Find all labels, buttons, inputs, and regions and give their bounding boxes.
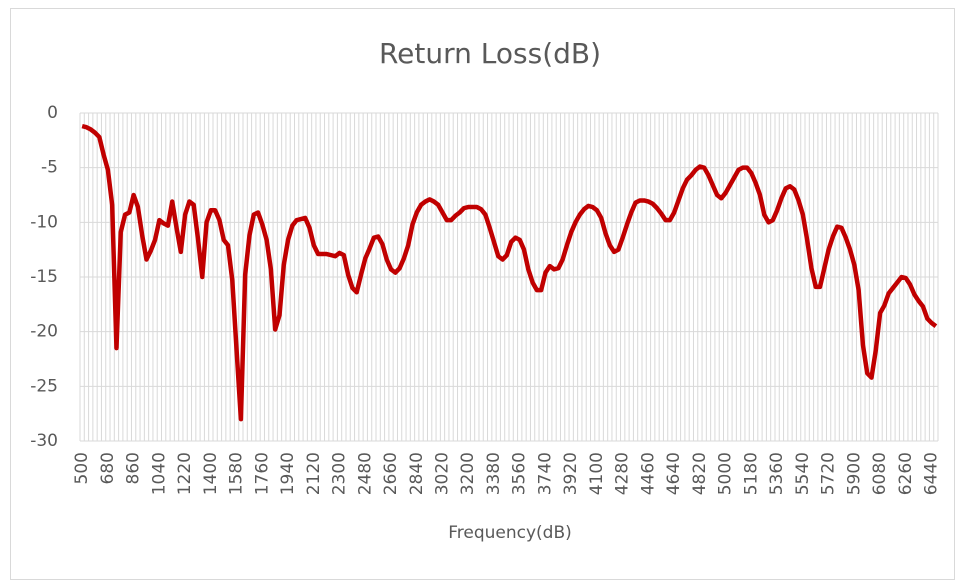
- x-tick-label: 1580: [227, 452, 247, 495]
- x-tick-label: 2840: [407, 452, 427, 495]
- x-tick-label: 6260: [896, 452, 916, 495]
- x-tick-label: 5540: [793, 452, 813, 495]
- x-tick-label: 6080: [870, 452, 890, 495]
- x-tick-label: 2300: [330, 452, 350, 495]
- x-tick-label: 2480: [355, 452, 375, 495]
- y-tick-label: -30: [30, 431, 58, 451]
- x-tick-label: 2120: [304, 452, 324, 495]
- x-tick-label: 4460: [638, 452, 658, 495]
- x-tick-label: 4100: [587, 452, 607, 495]
- chart-border: [10, 8, 955, 580]
- chart-title: Return Loss(dB): [379, 37, 601, 70]
- x-axis-title: Frequency(dB): [448, 523, 572, 543]
- y-tick-label: -10: [30, 212, 58, 232]
- x-tick-label: 3380: [484, 452, 504, 495]
- x-tick-label: 5900: [844, 452, 864, 495]
- x-tick-label: 4820: [690, 452, 710, 495]
- y-tick-label: -25: [30, 376, 58, 396]
- x-tick-label: 3740: [535, 452, 555, 495]
- x-tick-label: 4640: [664, 452, 684, 495]
- x-tick-label: 500: [72, 452, 92, 484]
- x-tick-label: 2660: [381, 452, 401, 495]
- x-tick-label: 3200: [458, 452, 478, 495]
- x-tick-label: 6440: [922, 452, 942, 495]
- x-tick-label: 3560: [510, 452, 530, 495]
- x-tick-label: 5360: [767, 452, 787, 495]
- x-tick-label: 1040: [149, 452, 169, 495]
- x-tick-label: 3920: [561, 452, 581, 495]
- x-tick-label: 1940: [278, 452, 298, 495]
- x-tick-label: 680: [98, 452, 118, 484]
- x-tick-label: 5180: [741, 452, 761, 495]
- x-tick-label: 1400: [201, 452, 221, 495]
- x-tick-label: 860: [124, 452, 144, 484]
- x-tick-label: 3020: [433, 452, 453, 495]
- x-tick-label: 1760: [252, 452, 272, 495]
- x-tick-label: 4280: [613, 452, 633, 495]
- y-tick-label: -20: [30, 322, 58, 342]
- y-tick-label: 0: [47, 103, 58, 123]
- y-tick-label: -5: [41, 158, 58, 178]
- data-line: [81, 123, 938, 422]
- x-tick-label: 5720: [819, 452, 839, 495]
- x-tick-label: 5000: [716, 452, 736, 495]
- y-tick-label: -15: [30, 267, 58, 287]
- x-tick-label: 1220: [175, 452, 195, 495]
